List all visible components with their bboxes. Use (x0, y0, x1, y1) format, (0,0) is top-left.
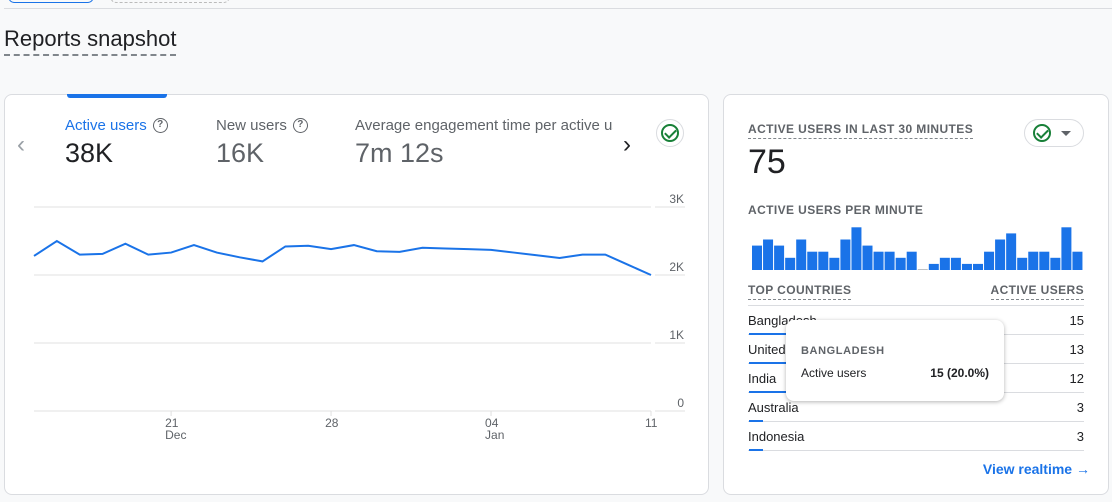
x-tick-label: 21 (165, 416, 179, 430)
minute-bar (1050, 257, 1061, 270)
col-users: ACTIVE USERS (990, 283, 1084, 300)
minute-bar (984, 251, 995, 270)
minute-bar (1028, 251, 1039, 270)
share-bar (749, 449, 763, 451)
x-tick-label: 04 (485, 416, 499, 430)
minute-bar (829, 257, 840, 270)
check-circle-icon (661, 124, 679, 142)
chevron-right-icon[interactable]: › (623, 131, 631, 158)
metric-value: 7m 12s (355, 138, 444, 168)
y-tick-label: 1K (669, 328, 684, 342)
caret-down-icon (1061, 130, 1071, 136)
help-circle-icon[interactable]: ? (292, 118, 308, 133)
minute-bar (840, 239, 851, 270)
metric-value: 16K (216, 138, 265, 168)
minute-bar (961, 263, 972, 270)
share-bar (749, 333, 819, 335)
x-tick-sublabel: Dec (165, 428, 186, 442)
page-title: Reports snapshot (4, 26, 177, 56)
minute-bar (1072, 251, 1083, 270)
tooltip: BANGLADESH Active users 15 (20.0%) (786, 320, 1004, 401)
minute-bar (917, 269, 928, 270)
minute-bar (973, 263, 983, 270)
minute-bar (862, 245, 873, 270)
realtime-card: ACTIVE USERS IN LAST 30 MINUTES 75 ACTIV… (723, 94, 1109, 495)
minute-bar (884, 251, 895, 270)
metric-label: New users (216, 117, 287, 134)
minute-bar (1039, 251, 1050, 270)
country-users: 3 (1076, 429, 1084, 444)
country-users: 12 (1069, 371, 1084, 386)
country-users: 15 (1069, 313, 1084, 328)
toolbar-button-dashed[interactable] (110, 0, 230, 3)
status-button[interactable] (656, 119, 684, 147)
share-bar (749, 420, 763, 422)
active-tab-indicator (67, 94, 167, 98)
metric-label: Average engagement time per active us (355, 117, 613, 134)
share-bar (749, 391, 805, 393)
minute-bar (807, 251, 818, 270)
chevron-left-icon[interactable]: ‹ (17, 131, 25, 158)
minute-bar (995, 239, 1006, 270)
y-tick-label: 2K (669, 260, 684, 274)
minute-bar (818, 251, 829, 270)
x-tick-label: 11 (645, 416, 658, 430)
minute-bar (1061, 227, 1072, 270)
minute-bar (752, 245, 762, 270)
minute-bar (950, 257, 961, 270)
status-dropdown[interactable] (1024, 119, 1084, 147)
table-row[interactable]: Indonesia 3 (748, 422, 1084, 451)
link-label: View realtime (982, 461, 1073, 477)
divider (4, 8, 1112, 9)
metric-value: 38K (65, 138, 114, 168)
per-minute-heading: ACTIVE USERS PER MINUTE (748, 203, 924, 217)
country-name: Indonesia (748, 429, 805, 444)
metric-label: Active users (65, 117, 147, 134)
minute-bar (851, 227, 862, 270)
per-minute-bar-chart (752, 227, 1083, 270)
overview-card: ‹ › Active users? 38K New users? 16K Ave… (4, 94, 709, 495)
col-country: TOP COUNTRIES (748, 283, 852, 300)
metric-tab-new-users[interactable]: New users? 16K (216, 117, 308, 169)
minute-bar (873, 251, 884, 270)
help-circle-icon[interactable]: ? (152, 118, 168, 133)
check-circle-icon (1033, 124, 1051, 142)
minute-bar (906, 251, 917, 270)
country-name: India (748, 371, 777, 386)
arrow-right-icon: → (1076, 461, 1090, 477)
minute-bar (774, 245, 785, 270)
minute-bar (928, 263, 939, 270)
minute-bar (785, 257, 796, 270)
realtime-heading: ACTIVE USERS IN LAST 30 MINUTES (748, 122, 974, 139)
x-tick-label: 28 (325, 416, 339, 430)
country-name: United (748, 342, 786, 357)
metric-tab-active-users[interactable]: Active users? 38K (65, 117, 168, 169)
table-row[interactable]: Australia 3 (748, 393, 1084, 422)
realtime-count: 75 (748, 143, 786, 181)
minute-bar (763, 239, 774, 270)
metric-tab-engagement-time[interactable]: Average engagement time per active us 7m… (355, 117, 613, 169)
country-name: Australia (748, 400, 799, 415)
toolbar-button[interactable] (8, 0, 94, 3)
share-bar (749, 362, 810, 364)
minute-bar (1017, 257, 1028, 270)
minute-bar (939, 257, 950, 270)
series-line (33, 239, 652, 276)
view-realtime-link[interactable]: View realtime → (983, 461, 1090, 477)
tooltip-title: BANGLADESH (801, 345, 885, 357)
minute-bar (895, 257, 906, 270)
y-tick-label: 3K (669, 192, 684, 206)
tooltip-value: 15 (20.0%) (930, 366, 989, 380)
minute-bar (1006, 233, 1017, 270)
x-tick-sublabel: Jan (485, 428, 504, 442)
country-users: 13 (1069, 342, 1084, 357)
minute-bar (796, 239, 807, 270)
tooltip-label: Active users (801, 366, 867, 380)
y-tick-label: 0 (677, 396, 684, 410)
country-users: 3 (1076, 400, 1084, 415)
